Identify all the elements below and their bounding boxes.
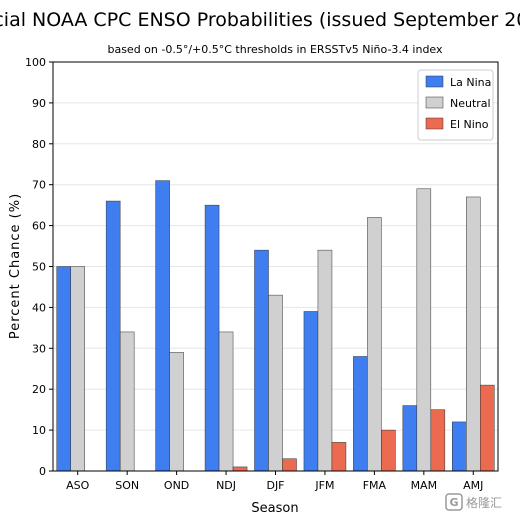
- bar-la-nina-aso: [56, 266, 71, 472]
- x-axis-label: Season: [251, 501, 298, 516]
- x-tick-label: OND: [164, 479, 189, 492]
- bar-la-nina-jfm: [303, 311, 319, 472]
- y-tick-label: 70: [32, 179, 46, 192]
- x-tick-label: DJF: [266, 479, 284, 492]
- bar-la-nina-son: [105, 200, 121, 472]
- bar-la-nina-djf: [254, 249, 269, 472]
- x-ticks: ASO SON OND NDJ DJF JFM FMA MAM AMJ: [66, 471, 483, 492]
- y-tick-label: 0: [39, 465, 46, 478]
- bar-el-nino-mam: [430, 409, 446, 472]
- bar-el-nino-djf: [282, 458, 297, 472]
- x-tick-label: MAM: [411, 479, 438, 492]
- legend-swatch: [425, 117, 444, 130]
- bar-neutral-fma: [367, 217, 382, 472]
- legend-swatch: [425, 96, 444, 109]
- x-tick-label: AMJ: [463, 479, 483, 492]
- y-tick-label: 10: [32, 424, 46, 437]
- chart-title: Official NOAA CPC ENSO Probabilities (is…: [0, 9, 520, 31]
- bars-layer: [56, 180, 495, 472]
- bar-neutral-son: [119, 331, 135, 472]
- bar-la-nina-amj: [452, 421, 467, 472]
- logo-g-letter: G: [449, 496, 458, 509]
- y-ticks: 0 10 20 30 40 50 60 70 80 90 100: [25, 56, 53, 478]
- legend-label: La Nina: [450, 76, 491, 89]
- y-tick-label: 40: [32, 301, 46, 314]
- bar-neutral-ond: [169, 352, 184, 472]
- y-tick-label: 80: [32, 138, 46, 151]
- bar-el-nino-amj: [480, 384, 495, 472]
- bar-la-nina-fma: [353, 356, 368, 472]
- x-tick-label: FMA: [363, 479, 387, 492]
- bar-neutral-jfm: [317, 249, 333, 472]
- x-tick-label: SON: [115, 479, 139, 492]
- bar-neutral-aso: [70, 266, 85, 472]
- bar-la-nina-ndj: [204, 204, 220, 472]
- legend-label: El Nino: [450, 118, 489, 131]
- bar-la-nina-ond: [155, 180, 170, 472]
- logo-g-icon: [445, 493, 463, 511]
- y-tick-label: 20: [32, 383, 46, 396]
- bar-neutral-amj: [466, 196, 481, 472]
- bar-neutral-djf: [268, 294, 283, 472]
- bar-el-nino-ndj: [232, 466, 248, 472]
- y-tick-label: 50: [32, 261, 46, 274]
- x-tick-label: JFM: [314, 479, 334, 492]
- bar-el-nino-jfm: [331, 442, 347, 472]
- bar-el-nino-fma: [381, 429, 396, 472]
- watermark: G 格隆汇: [445, 493, 502, 511]
- bar-la-nina-mam: [402, 405, 418, 472]
- x-tick-label: NDJ: [216, 479, 236, 492]
- y-tick-label: 90: [32, 97, 46, 110]
- chart-subtitle: based on -0.5°/+0.5°C thresholds in ERSS…: [107, 43, 443, 56]
- y-axis-label: Percent Chance (%): [8, 193, 23, 339]
- legend: La Nina Neutral El Nino: [417, 69, 494, 141]
- watermark-text: 格隆汇: [466, 495, 502, 510]
- y-tick-label: 60: [32, 220, 46, 233]
- y-tick-label: 30: [32, 342, 46, 355]
- legend-swatch: [425, 75, 444, 88]
- y-tick-label: 100: [25, 56, 46, 69]
- legend-label: Neutral: [450, 97, 491, 110]
- bar-neutral-ndj: [218, 331, 234, 472]
- x-tick-label: ASO: [66, 479, 90, 492]
- bar-neutral-mam: [416, 188, 432, 472]
